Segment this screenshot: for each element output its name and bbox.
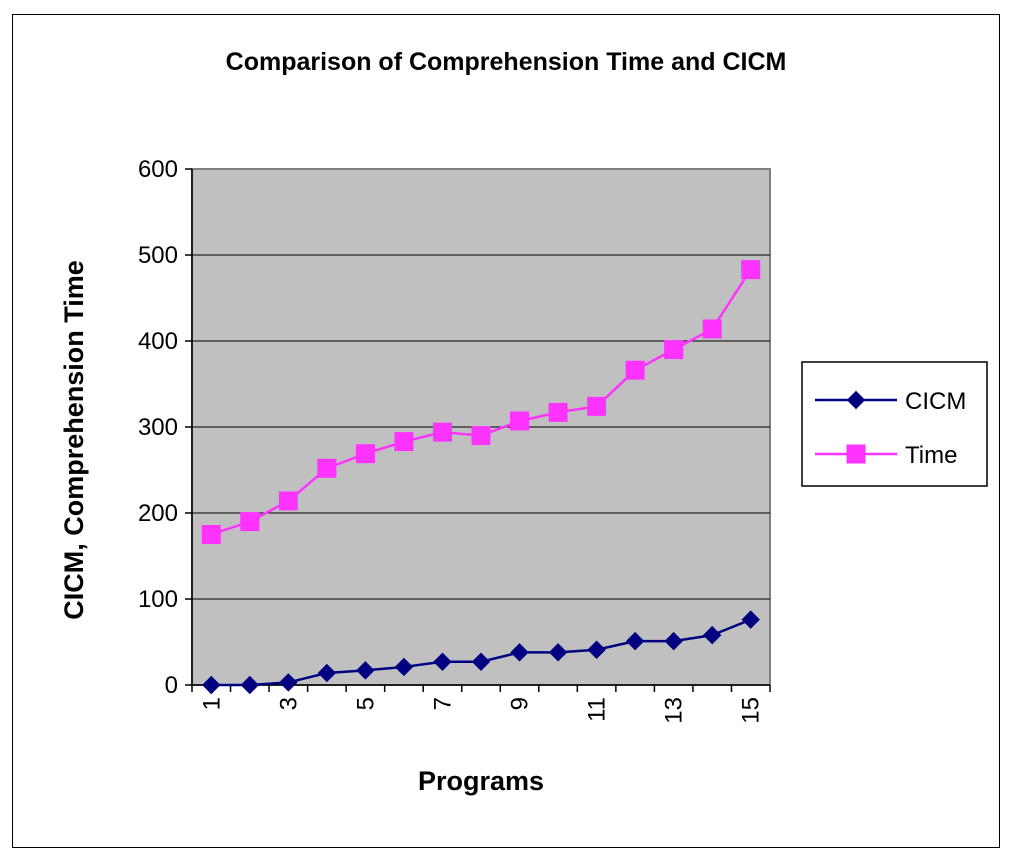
series-cicm-point xyxy=(548,643,568,662)
x-tick-label: 15 xyxy=(738,697,765,724)
series-time-point xyxy=(471,426,491,446)
y-tick-label: 500 xyxy=(138,242,178,269)
y-axis-ticks: 0 100 200 300 400 500 600 xyxy=(138,156,192,699)
series-cicm-point xyxy=(356,661,375,680)
legend-box xyxy=(801,361,988,487)
series-cicm-point xyxy=(510,643,529,662)
series-cicm-point xyxy=(202,675,221,695)
series-layer xyxy=(201,260,761,695)
series-cicm-point xyxy=(702,625,722,645)
series-time-point xyxy=(587,396,607,416)
series-time-point xyxy=(625,360,645,380)
y-tick-label: 0 xyxy=(165,672,178,699)
series-time xyxy=(201,260,761,544)
x-tick-label: 5 xyxy=(352,697,379,710)
series-cicm-point xyxy=(433,652,452,671)
series-time-point xyxy=(664,340,684,360)
series-time-point xyxy=(741,260,761,280)
x-tick-label: 7 xyxy=(429,697,456,710)
legend-swatch-marker xyxy=(846,444,866,464)
chart-title: Comparison of Comprehension Time and CIC… xyxy=(226,48,787,76)
y-tick-label: 300 xyxy=(138,414,178,441)
x-tick-label: 13 xyxy=(661,697,688,724)
series-cicm xyxy=(202,610,760,695)
series-time-point xyxy=(702,319,722,339)
series-cicm-point xyxy=(471,652,491,671)
series-cicm-point xyxy=(279,673,298,692)
series-time-point xyxy=(317,458,337,478)
series-cicm-point xyxy=(317,663,337,683)
x-tick-label: 1 xyxy=(198,697,225,710)
series-time-point xyxy=(278,491,298,511)
series-cicm-point xyxy=(625,631,645,651)
x-tick-label: 9 xyxy=(507,697,534,710)
series-cicm-point xyxy=(587,640,606,659)
y-tick-label: 600 xyxy=(138,156,178,183)
series-cicm-point xyxy=(664,631,683,651)
series-time-point xyxy=(240,512,260,532)
x-axis-title: Programs xyxy=(418,766,544,796)
y-tick-label: 400 xyxy=(138,328,178,355)
series-cicm-point xyxy=(741,610,760,629)
series-time-point xyxy=(355,444,375,464)
y-tick-label: 100 xyxy=(138,586,178,613)
series-time-point xyxy=(510,411,530,431)
series-time-point xyxy=(201,525,221,544)
legend: CICM Time xyxy=(801,361,988,487)
legend-label: Time xyxy=(905,442,957,469)
x-axis-ticks: 1 3 5 7 9 11 13 15 xyxy=(191,685,771,724)
legend-swatch-marker xyxy=(846,390,866,410)
legend-label: CICM xyxy=(905,388,966,415)
series-time-point xyxy=(548,402,568,422)
legend-item-time: Time xyxy=(815,442,957,469)
y-axis-title: CICM, Comprehension Time xyxy=(59,260,89,620)
series-cicm-point xyxy=(240,675,260,695)
series-cicm-point xyxy=(394,657,414,677)
y-tick-label: 200 xyxy=(138,500,178,527)
series-time-point xyxy=(394,432,414,452)
legend-items: CICM Time xyxy=(815,388,966,469)
x-tick-label: 11 xyxy=(584,697,611,722)
x-tick-label: 3 xyxy=(275,697,302,710)
series-time-point xyxy=(432,422,452,442)
legend-item-cicm: CICM xyxy=(815,388,966,415)
